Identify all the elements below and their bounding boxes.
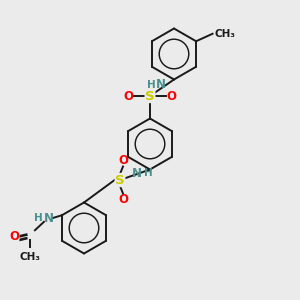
- Text: O: O: [118, 193, 128, 206]
- Text: O: O: [123, 89, 134, 103]
- Text: O: O: [118, 154, 128, 167]
- Text: H: H: [146, 80, 155, 90]
- Text: S: S: [115, 173, 125, 187]
- Text: S: S: [145, 89, 155, 103]
- Text: N: N: [131, 167, 142, 180]
- Text: H: H: [143, 168, 152, 178]
- Text: CH₃: CH₃: [214, 29, 235, 39]
- Text: O: O: [167, 89, 177, 103]
- Text: H: H: [34, 213, 43, 223]
- Text: O: O: [9, 230, 19, 243]
- Text: N: N: [44, 212, 53, 225]
- Text: CH₃: CH₃: [20, 252, 41, 262]
- Text: N: N: [155, 78, 166, 91]
